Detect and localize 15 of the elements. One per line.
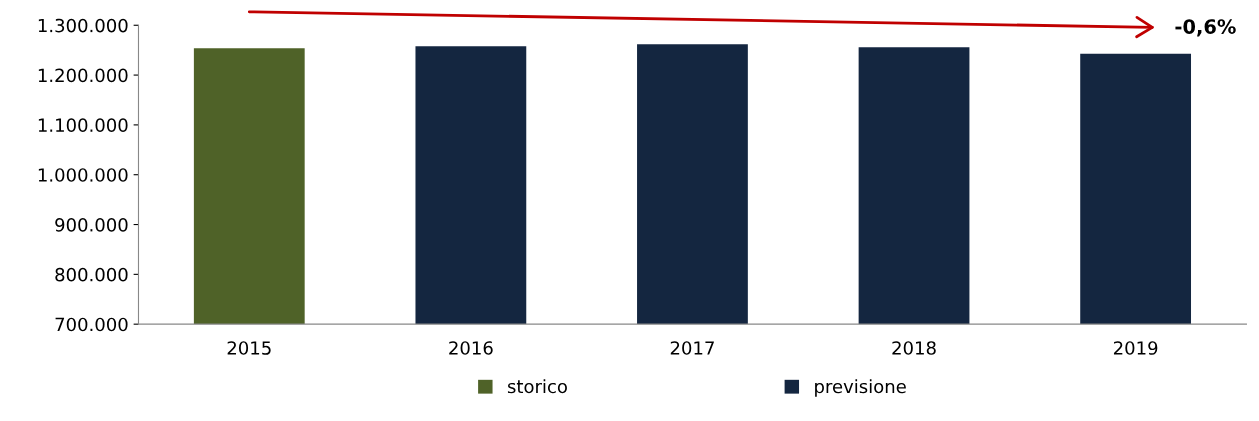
annotation: -0,6% [1175,19,1236,37]
y-tick-label: 700.000 [55,317,128,332]
legend-label: previsione [815,379,906,397]
y-tick-label: 1.100.000 [38,118,128,133]
y-tick-label: 1.300.000 [38,18,128,33]
x-tick-label: 2015 [227,341,271,355]
x-tick-label: 2016 [449,341,493,355]
x-tick-label: 2018 [892,341,936,355]
x-tick-label: 2019 [1113,341,1158,355]
y-tick-label: 1.000.000 [38,168,128,182]
legend-label: storico [507,379,567,394]
x-tick-label: 2017 [670,341,714,355]
y-tick-label: 800.000 [55,267,128,282]
y-tick-label: 900.000 [55,217,128,232]
y-tick-label: 1.200.000 [38,68,128,83]
